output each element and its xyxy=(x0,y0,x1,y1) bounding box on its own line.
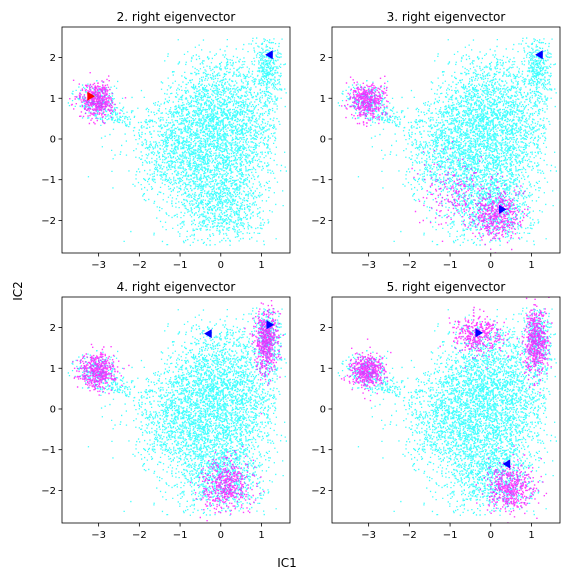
background-points xyxy=(67,37,287,246)
figure-xlabel: IC1 xyxy=(277,556,297,570)
blue-marker-1 xyxy=(535,50,543,60)
highlight-cluster-1 xyxy=(72,343,130,396)
highlight-cluster-1 xyxy=(341,75,391,127)
highlight-cluster-1 xyxy=(69,72,127,125)
y-tick-label: 1 xyxy=(50,364,56,375)
y-tick-label: 2 xyxy=(50,323,56,334)
x-tick-label: −2 xyxy=(132,260,147,271)
blue-marker-1 xyxy=(204,329,212,339)
x-tick-label: 1 xyxy=(528,260,534,271)
figure-ylabel: IC2 xyxy=(11,281,25,301)
blue-marker-2 xyxy=(265,50,273,60)
blue-marker-2 xyxy=(266,320,275,330)
y-tick-label: −2 xyxy=(311,216,326,227)
y-tick-label: 1 xyxy=(50,94,56,105)
highlight-cluster-2 xyxy=(463,173,529,253)
highlight-cluster-3 xyxy=(439,306,518,369)
panel-title: 2. right eigenvector xyxy=(117,10,236,24)
x-tick-label: −1 xyxy=(173,260,188,271)
y-tick-label: −1 xyxy=(41,445,56,456)
background-points xyxy=(337,37,557,246)
x-tick-label: 1 xyxy=(258,260,264,271)
y-tick-label: −1 xyxy=(311,175,326,186)
y-tick-label: 2 xyxy=(320,323,326,334)
red-marker-1 xyxy=(87,91,95,101)
blue-marker-2 xyxy=(502,459,511,469)
highlight-cluster-3 xyxy=(189,445,265,522)
y-tick-label: −2 xyxy=(41,486,56,497)
panel-title: 3. right eigenvector xyxy=(387,10,506,24)
y-tick-label: 1 xyxy=(320,94,326,105)
x-tick-label: −1 xyxy=(443,260,458,271)
panel-title: 4. right eigenvector xyxy=(117,280,236,294)
background-points xyxy=(337,307,557,516)
blue-marker-2 xyxy=(499,204,507,214)
highlight-cluster-1 xyxy=(340,338,392,402)
y-tick-label: 1 xyxy=(320,364,326,375)
points-layer xyxy=(67,300,287,522)
axes-frame xyxy=(331,26,561,254)
points-layer xyxy=(337,297,557,523)
highlight-cluster-2 xyxy=(244,300,284,415)
scatter-panel-3: −3 −2 −1 0 1 −2 −1 0 1 2 3. right eigenvector xyxy=(311,10,561,271)
axes-frame xyxy=(331,296,561,524)
x-tick-label: 0 xyxy=(488,260,494,271)
y-tick-label: 2 xyxy=(50,53,56,64)
y-tick-label: 0 xyxy=(320,134,326,145)
x-tick-label: −2 xyxy=(402,260,417,271)
x-tick-label: −3 xyxy=(361,530,376,541)
y-tick-label: −1 xyxy=(41,175,56,186)
blue-marker-1 xyxy=(475,328,484,338)
x-tick-label: 1 xyxy=(258,530,264,541)
scatter-panel-2: −3 −2 −1 0 1 −2 −1 0 1 2 2. right eigenvector xyxy=(41,10,291,271)
x-tick-label: 0 xyxy=(488,530,494,541)
highlight-cluster-4 xyxy=(475,445,548,523)
x-tick-label: −2 xyxy=(402,530,417,541)
axes-frame xyxy=(61,26,291,254)
highlight-cluster-2 xyxy=(519,297,553,394)
y-tick-label: 0 xyxy=(320,404,326,415)
y-tick-label: −2 xyxy=(311,486,326,497)
highlight-cluster-3 xyxy=(411,141,493,242)
x-tick-label: 0 xyxy=(218,530,224,541)
x-tick-label: −3 xyxy=(361,260,376,271)
points-layer xyxy=(337,37,557,253)
background-points xyxy=(67,307,287,516)
x-tick-label: −1 xyxy=(443,530,458,541)
x-tick-label: −2 xyxy=(132,530,147,541)
x-tick-label: 1 xyxy=(528,530,534,541)
points-layer xyxy=(67,37,287,246)
scatter-panel-5: −3 −2 −1 0 1 −2 −1 0 1 2 5. right eigenvector xyxy=(311,280,561,541)
y-tick-label: −1 xyxy=(311,445,326,456)
y-tick-label: 0 xyxy=(50,134,56,145)
y-tick-label: 0 xyxy=(50,404,56,415)
x-tick-label: −1 xyxy=(173,530,188,541)
y-tick-label: 2 xyxy=(320,53,326,64)
scatter-panel-4: −3 −2 −1 0 1 −2 −1 0 1 2 4. right eigenvector xyxy=(41,280,291,541)
panel-title: 5. right eigenvector xyxy=(387,280,506,294)
axes-frame xyxy=(61,296,291,524)
y-tick-label: −2 xyxy=(41,216,56,227)
x-tick-label: −3 xyxy=(91,260,106,271)
x-tick-label: 0 xyxy=(218,260,224,271)
x-tick-label: −3 xyxy=(91,530,106,541)
